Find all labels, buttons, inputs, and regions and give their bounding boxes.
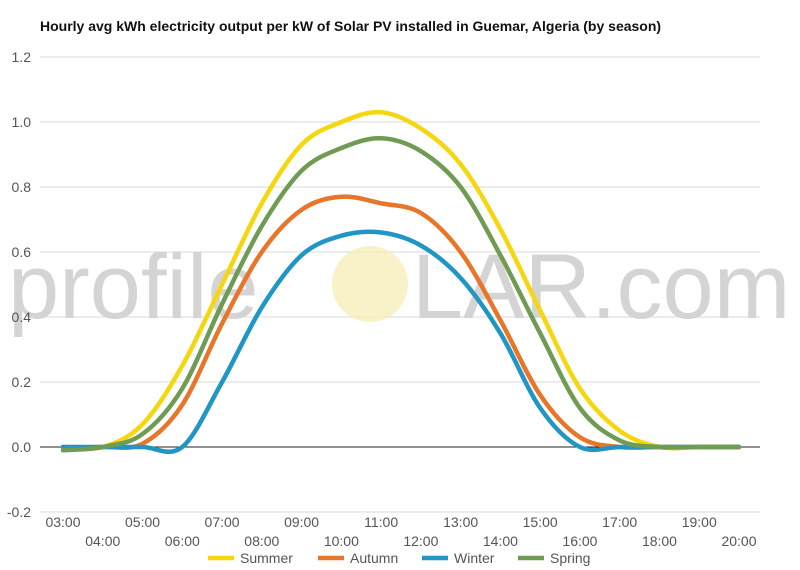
y-tick-label: 1.0 <box>12 114 32 130</box>
legend-item-summer: Summer <box>208 550 293 566</box>
y-axis: -0.2 0.0 0.2 0.4 0.6 0.8 1.0 1.2 <box>7 49 31 520</box>
grid-lines <box>40 56 760 513</box>
legend-label: Spring <box>550 550 590 566</box>
x-tick-label: 19:00 <box>682 514 717 530</box>
watermark: profile LAR.com <box>8 236 790 338</box>
legend-label: Summer <box>240 550 293 566</box>
x-tick-label: 08:00 <box>244 533 279 549</box>
watermark-text-right: LAR.com <box>412 236 790 338</box>
x-tick-label: 20:00 <box>721 533 756 549</box>
legend-item-winter: Winter <box>422 550 495 566</box>
x-tick-label: 16:00 <box>562 533 597 549</box>
x-tick-label: 14:00 <box>483 533 518 549</box>
y-tick-label: 0.6 <box>12 244 32 260</box>
watermark-text-left: profile <box>8 236 259 338</box>
x-tick-label: 04:00 <box>85 533 120 549</box>
series-line-winter <box>60 229 742 454</box>
y-tick-label: -0.2 <box>7 504 31 520</box>
y-tick-label: 0.4 <box>12 309 32 325</box>
x-tick-label: 09:00 <box>284 514 319 530</box>
legend-label: Autumn <box>350 550 398 566</box>
x-tick-label: 07:00 <box>205 514 240 530</box>
x-tick-label: 13:00 <box>443 514 478 530</box>
sun-logo-icon <box>332 246 408 322</box>
series-lines <box>60 109 742 454</box>
x-tick-label: 05:00 <box>125 514 160 530</box>
chart-title: Hourly avg kWh electricity output per kW… <box>40 18 662 34</box>
x-tick-label: 03:00 <box>45 514 80 530</box>
x-tick-label: 15:00 <box>523 514 558 530</box>
x-tick-label: 11:00 <box>364 514 398 530</box>
legend-item-autumn: Autumn <box>318 550 398 566</box>
legend-item-spring: Spring <box>518 550 590 566</box>
y-tick-label: 0.8 <box>12 179 32 195</box>
x-tick-label: 18:00 <box>642 533 677 549</box>
y-tick-label: 0.0 <box>12 439 32 455</box>
x-tick-label: 12:00 <box>403 533 438 549</box>
y-tick-label: 1.2 <box>12 49 32 65</box>
x-tick-label: 17:00 <box>602 514 637 530</box>
legend-label: Winter <box>454 550 495 566</box>
series-line-spring <box>60 136 742 453</box>
y-tick-label: 0.2 <box>12 374 32 390</box>
series-line-summer <box>60 109 742 451</box>
legend: Summer Autumn Winter Spring <box>208 550 590 566</box>
x-tick-label: 10:00 <box>324 533 359 549</box>
x-tick-label: 06:00 <box>165 533 200 549</box>
